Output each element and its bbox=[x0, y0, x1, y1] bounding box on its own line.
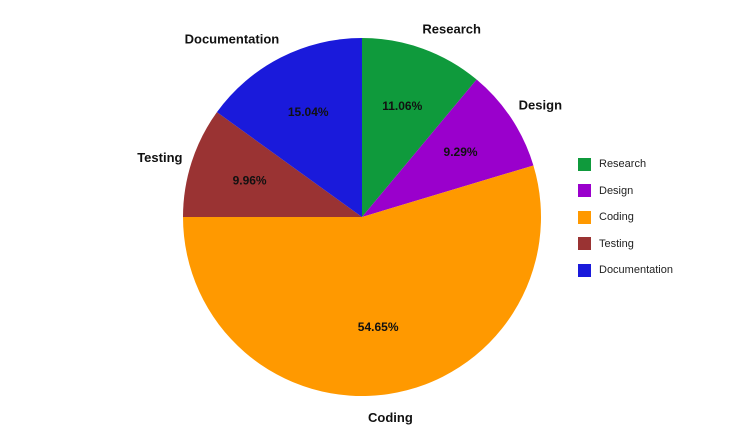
legend-item-research[interactable]: Research bbox=[578, 151, 673, 178]
slice-label-design: Design bbox=[519, 97, 562, 112]
legend-item-testing[interactable]: Testing bbox=[578, 231, 673, 258]
legend-item-documentation[interactable]: Documentation bbox=[578, 257, 673, 284]
legend-item-coding[interactable]: Coding bbox=[578, 204, 673, 231]
pct-label-testing: 9.96% bbox=[233, 174, 267, 188]
slice-label-research: Research bbox=[422, 22, 481, 37]
legend-label-coding: Coding bbox=[599, 211, 634, 224]
legend-swatch-coding bbox=[578, 210, 591, 224]
pie-slice-research[interactable] bbox=[362, 38, 477, 217]
legend-label-testing: Testing bbox=[599, 237, 634, 250]
pie-slice-testing[interactable] bbox=[183, 112, 362, 217]
legend-swatch-documentation bbox=[578, 263, 591, 277]
legend-swatch-research bbox=[578, 157, 591, 171]
pct-label-design: 9.29% bbox=[444, 145, 478, 159]
slice-label-coding: Coding bbox=[368, 410, 413, 425]
pct-label-documentation: 15.04% bbox=[288, 105, 329, 119]
legend-swatch-design bbox=[578, 184, 591, 198]
legend-label-documentation: Documentation bbox=[599, 264, 673, 277]
pie-slice-documentation[interactable] bbox=[216, 38, 362, 217]
pct-label-research: 11.06% bbox=[382, 99, 422, 113]
legend-swatch-testing bbox=[578, 237, 591, 251]
pie-slice-coding[interactable] bbox=[183, 165, 541, 397]
legend-label-design: Design bbox=[599, 184, 634, 197]
pct-label-coding: 54.65% bbox=[358, 320, 399, 334]
slice-label-documentation: Documentation bbox=[185, 31, 280, 46]
chart-legend: Research Design Coding Testing Documenta… bbox=[578, 151, 673, 284]
legend-item-design[interactable]: Design bbox=[578, 178, 673, 205]
pie-slice-design[interactable] bbox=[362, 79, 534, 218]
slice-label-testing: Testing bbox=[137, 150, 182, 165]
legend-label-research: Research bbox=[599, 158, 647, 171]
